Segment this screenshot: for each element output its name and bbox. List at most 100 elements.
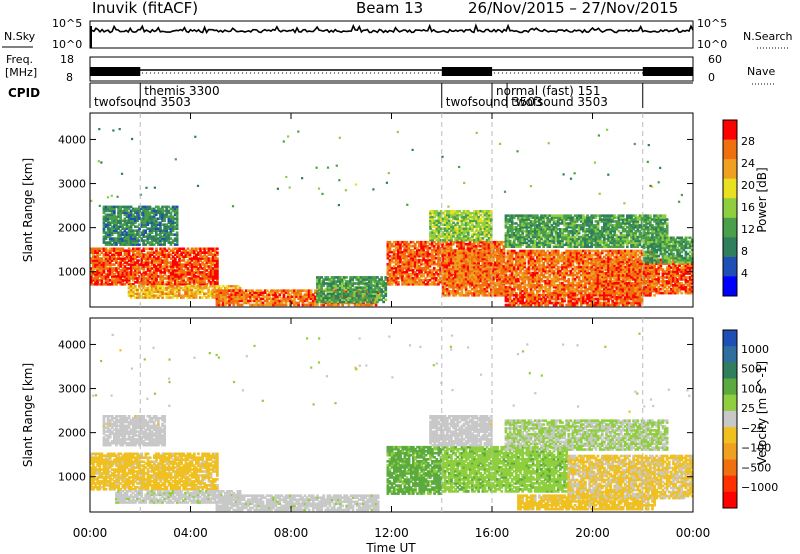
data-cell	[280, 291, 284, 294]
data-cell	[424, 250, 428, 254]
data-cell	[216, 279, 219, 282]
data-cell	[184, 286, 187, 290]
data-cell	[211, 285, 215, 288]
data-cell	[134, 292, 137, 295]
data-cell	[238, 297, 242, 301]
data-cell	[171, 247, 175, 251]
data-cell	[216, 265, 219, 268]
data-cell	[420, 246, 423, 250]
data-cell	[140, 259, 144, 262]
data-cell	[186, 261, 190, 264]
data-cell	[286, 299, 290, 303]
data-cell	[129, 261, 133, 264]
data-cell	[178, 261, 181, 264]
data-cell	[161, 283, 165, 286]
data-cell	[394, 256, 398, 260]
data-cell	[176, 253, 179, 256]
data-cell	[386, 280, 390, 284]
data-cell	[167, 271, 171, 274]
data-cell	[148, 247, 152, 251]
data-cell	[144, 281, 148, 284]
data-cell	[413, 244, 417, 248]
data-cell	[257, 293, 261, 296]
data-cell	[142, 290, 145, 294]
data-cell	[195, 261, 198, 264]
data-cell	[207, 251, 211, 254]
data-cell	[255, 293, 259, 296]
data-cell	[159, 277, 162, 280]
data-cell	[305, 303, 309, 307]
data-cell	[407, 280, 411, 284]
data-cell	[403, 280, 406, 284]
data-cell	[163, 269, 167, 272]
data-cell	[159, 283, 162, 286]
data-cell	[136, 269, 139, 272]
data-cell	[251, 295, 254, 299]
data-cell	[487, 240, 491, 244]
data-cell	[299, 289, 303, 292]
data-cell	[422, 240, 425, 244]
cpid-segment-label: themis 3300	[144, 84, 219, 98]
data-cell	[407, 276, 411, 280]
data-cell	[180, 296, 183, 299]
data-cell	[174, 253, 177, 256]
data-cell	[305, 291, 309, 294]
data-cell	[236, 289, 240, 292]
data-cell	[163, 263, 167, 266]
data-cell	[163, 265, 167, 268]
data-cell	[388, 280, 392, 284]
data-cell	[169, 261, 173, 264]
data-cell	[409, 258, 413, 262]
data-cell	[426, 244, 430, 248]
data-cell	[100, 277, 104, 280]
data-cell	[311, 297, 315, 301]
data-cell	[174, 265, 177, 268]
data-cell	[443, 240, 447, 244]
data-cell	[138, 294, 141, 297]
data-cell	[416, 262, 419, 266]
data-cell	[125, 257, 129, 260]
data-cell	[209, 275, 213, 278]
data-cell	[173, 286, 177, 290]
data-cell	[104, 249, 108, 252]
data-cell	[140, 290, 143, 294]
data-cell	[108, 283, 112, 286]
data-cell	[390, 250, 394, 254]
data-cell	[439, 260, 442, 264]
data-cell	[386, 242, 390, 246]
data-cell	[445, 246, 449, 250]
data-cell	[190, 259, 194, 262]
data-cell	[140, 294, 143, 297]
data-cell	[152, 296, 156, 299]
data-cell	[163, 257, 167, 260]
data-cell	[201, 263, 204, 266]
data-cell	[405, 244, 409, 248]
data-cell	[119, 269, 123, 272]
data-cell	[441, 244, 444, 248]
data-cell	[111, 249, 114, 252]
data-cell	[100, 261, 104, 264]
freq-panel: Freq. [MHz] 18 8 60 0 Nave	[5, 53, 775, 85]
data-cell	[174, 247, 177, 251]
data-cell	[213, 255, 217, 258]
data-cell	[405, 250, 409, 254]
data-cell	[437, 256, 440, 260]
data-cell	[190, 279, 194, 282]
data-cell	[165, 265, 169, 268]
data-cell	[240, 289, 244, 292]
data-cell	[115, 281, 118, 284]
data-cell	[426, 283, 430, 286]
data-cell	[184, 294, 187, 297]
data-cell	[203, 259, 207, 262]
data-cell	[575, 293, 579, 297]
data-cell	[386, 248, 390, 252]
data-cell	[108, 259, 112, 262]
data-cell	[125, 249, 129, 252]
data-cell	[142, 283, 146, 286]
data-cell	[180, 275, 183, 278]
data-cell	[420, 266, 423, 270]
data-cell	[263, 291, 267, 294]
data-cell	[311, 299, 315, 303]
data-cell	[92, 259, 95, 262]
data-cell	[144, 279, 148, 282]
